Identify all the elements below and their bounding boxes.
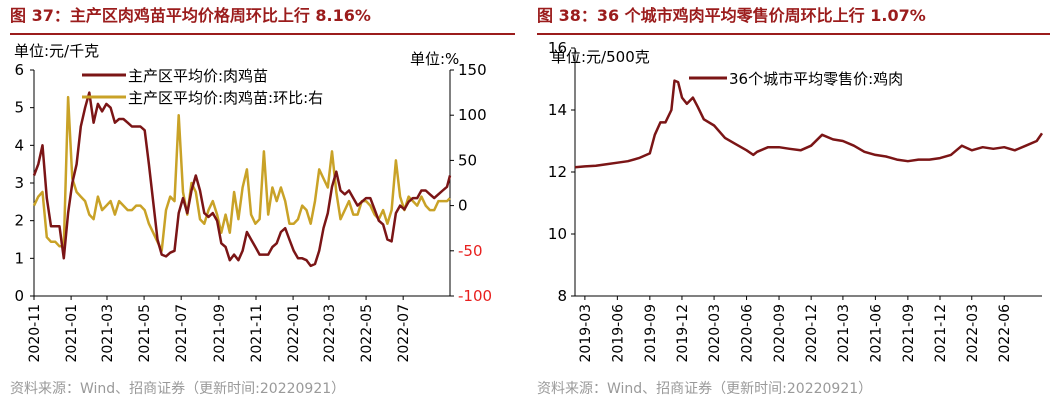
y-axis-label: 单位:元/千克: [14, 42, 99, 60]
x-tick-label: 2022-03: [965, 304, 981, 363]
y2-tick-label: 0: [458, 197, 468, 215]
x-tick-label: 2020-03: [707, 304, 723, 363]
y2-tick-label: -50: [458, 242, 483, 260]
chart-38-svg: 8 10 12 14 16 2019-03 2019-06 2019-09 2019-12 202…: [548, 39, 1044, 363]
y2-tick-label: -100: [458, 287, 492, 305]
y-tick-label: 16: [548, 39, 567, 57]
series-line-wow: [32, 95, 451, 253]
x-tick-label: 2020-11: [27, 304, 43, 363]
series-line-price: [32, 91, 452, 268]
chart-title: 图 38：36 个城市鸡肉平均零售价周环比上行 1.07%: [537, 6, 926, 25]
x-tick-label: 2021-03: [836, 304, 852, 363]
x-tick-label: 2021-07: [174, 304, 190, 363]
x-tick-label: 2022-07: [396, 304, 412, 363]
y-tick-label: 1: [14, 249, 24, 267]
x-tick-label: 2021-12: [933, 304, 949, 363]
x-tick-label: 2019-06: [610, 304, 626, 363]
y2-tick-label: 150: [458, 61, 487, 79]
x-tick-label: 2019-09: [643, 304, 659, 363]
y-axis-label: 单位:元/500克: [551, 48, 650, 66]
x-tick-label: 2020-12: [804, 304, 820, 363]
y-tick-label: 4: [14, 136, 24, 154]
legend-label: 36个城市平均零售价:鸡肉: [729, 70, 903, 88]
x-tick-label: 2021-09: [901, 304, 917, 363]
x-tick-label: 2021-05: [137, 304, 153, 363]
y-tick-label: 5: [14, 99, 24, 117]
x-tick-label: 2021-09: [212, 304, 228, 363]
title-rule: [10, 33, 515, 35]
chart-37-svg: 0 1 2 3 4 5 6 -100 -50 0 50 100 150 2020-11 2021-01 202…: [14, 42, 492, 363]
y2-tick-label: 100: [458, 106, 487, 124]
y-tick-label: 3: [14, 174, 24, 192]
x-tick-label: 2021-06: [868, 304, 884, 363]
source-note: 资料来源：Wind、招商证券（更新时间:20220921）: [537, 381, 873, 397]
y-tick-label: 8: [557, 287, 567, 305]
y2-axis-label: 单位:%: [410, 50, 459, 68]
x-tick-label: 2021-01: [64, 304, 80, 363]
x-tick-label: 2019-03: [578, 304, 594, 363]
x-tick-label: 2020-06: [740, 304, 756, 363]
y-tick-label: 6: [14, 61, 24, 79]
chart-title: 图 37：主产区肉鸡苗平均价格周环比上行 8.16%: [10, 6, 371, 25]
x-tick-label: 2022-03: [322, 304, 338, 363]
chart-panel-38: 图 38：36 个城市鸡肉平均零售价周环比上行 1.07% 8 10 12 14 16 2…: [537, 0, 1050, 405]
y2-tick-label: 50: [458, 151, 477, 169]
legend-label: 主产区平均价:肉鸡苗: [128, 67, 268, 85]
source-note: 资料来源：Wind、招商证券（更新时间:20220921）: [10, 381, 346, 397]
y-tick-label: 0: [14, 287, 24, 305]
x-tick-label: 2022-06: [997, 304, 1013, 363]
title-rule: [537, 33, 1050, 35]
x-tick-label: 2022-05: [359, 304, 375, 363]
series-line-retail: [574, 79, 1044, 169]
x-tick-label: 2022-01: [286, 304, 302, 363]
x-tick-label: 2019-12: [675, 304, 691, 363]
x-tick-label: 2021-03: [100, 304, 116, 363]
x-tick-label: 2021-11: [249, 304, 265, 363]
y-tick-label: 2: [14, 212, 24, 230]
y-tick-label: 12: [548, 163, 567, 181]
chart-panel-37: 图 37：主产区肉鸡苗平均价格周环比上行 8.16% 0 1 2 3 4 5 6 -100 -5…: [10, 0, 515, 405]
legend-label: 主产区平均价:肉鸡苗:环比:右: [128, 89, 323, 107]
y-tick-label: 14: [548, 101, 567, 119]
x-tick-label: 2020-09: [772, 304, 788, 363]
y-tick-label: 10: [548, 225, 567, 243]
